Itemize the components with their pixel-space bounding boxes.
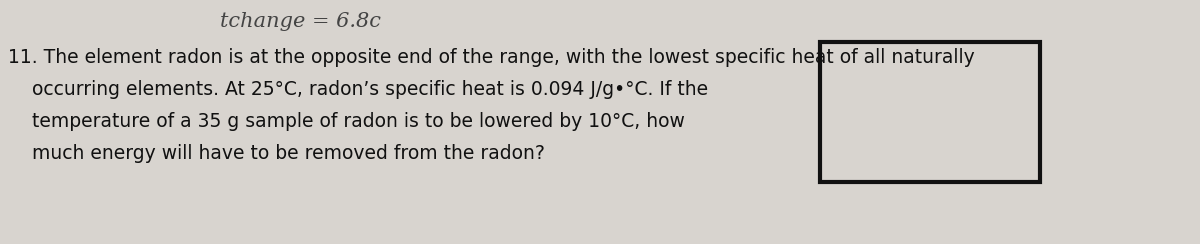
- Text: much energy will have to be removed from the radon?: much energy will have to be removed from…: [8, 144, 545, 163]
- Text: 11. The element radon is at the opposite end of the range, with the lowest speci: 11. The element radon is at the opposite…: [8, 48, 974, 67]
- Text: occurring elements. At 25°C, radon’s specific heat is 0.094 J/g•°C. If the: occurring elements. At 25°C, radon’s spe…: [8, 80, 708, 99]
- Bar: [820, 42, 1040, 182]
- Text: tchange = 6.8c: tchange = 6.8c: [220, 12, 382, 31]
- Text: temperature of a 35 g sample of radon is to be lowered by 10°C, how: temperature of a 35 g sample of radon is…: [8, 112, 685, 131]
